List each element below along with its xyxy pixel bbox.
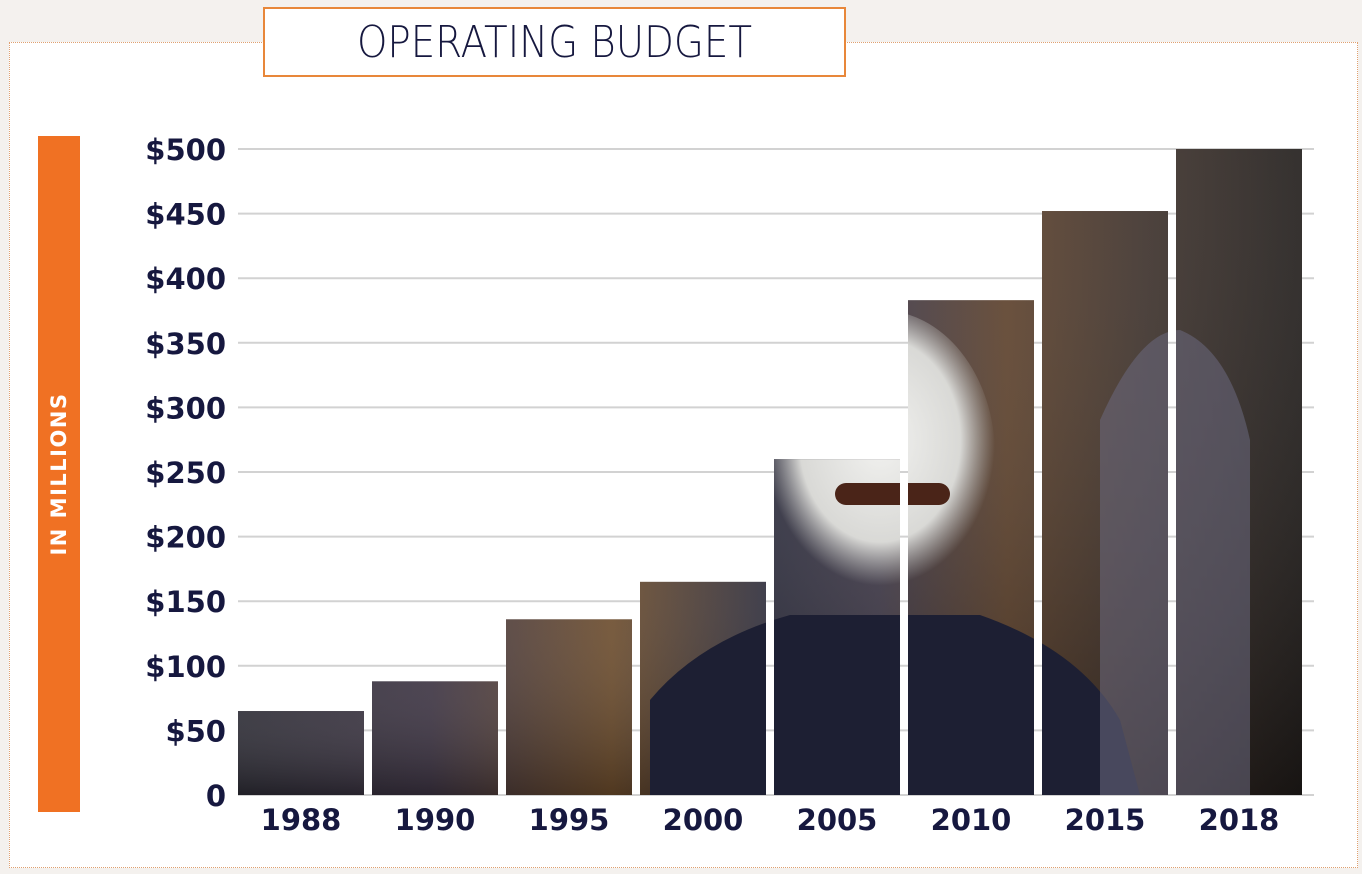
y-tick-label: $150 xyxy=(145,585,226,619)
y-tick-label: $350 xyxy=(145,327,226,361)
x-tick-label: 2015 xyxy=(1065,803,1146,837)
y-tick-label: $450 xyxy=(145,198,226,232)
chart-title: OPERATING BUDGET xyxy=(356,16,753,68)
y-tick-label: $250 xyxy=(145,456,226,490)
x-tick-label: 2000 xyxy=(663,803,744,837)
x-tick-label: 1988 xyxy=(261,803,342,837)
bar-shade-1990 xyxy=(372,681,498,795)
y-tick-label: $500 xyxy=(145,133,226,167)
chart-title-box: OPERATING BUDGET xyxy=(263,7,846,77)
x-tick-label: 1995 xyxy=(529,803,610,837)
photo-background-person xyxy=(1100,330,1250,795)
bar-shade-1995 xyxy=(506,619,632,795)
y-tick-label: $300 xyxy=(145,391,226,425)
y-tick-label: $50 xyxy=(165,714,226,748)
x-tick-label: 2005 xyxy=(797,803,878,837)
y-axis-band xyxy=(38,136,80,812)
x-tick-label: 2018 xyxy=(1199,803,1280,837)
y-tick-label: $200 xyxy=(145,521,226,555)
photo-hair-clip xyxy=(835,483,950,505)
y-tick-label: $400 xyxy=(145,262,226,296)
bar-shade-1988 xyxy=(238,711,364,795)
photo-hair xyxy=(765,310,995,600)
x-tick-label: 2010 xyxy=(931,803,1012,837)
x-tick-label: 1990 xyxy=(395,803,476,837)
y-tick-label: 0 xyxy=(206,779,226,813)
y-tick-label: $100 xyxy=(145,650,226,684)
